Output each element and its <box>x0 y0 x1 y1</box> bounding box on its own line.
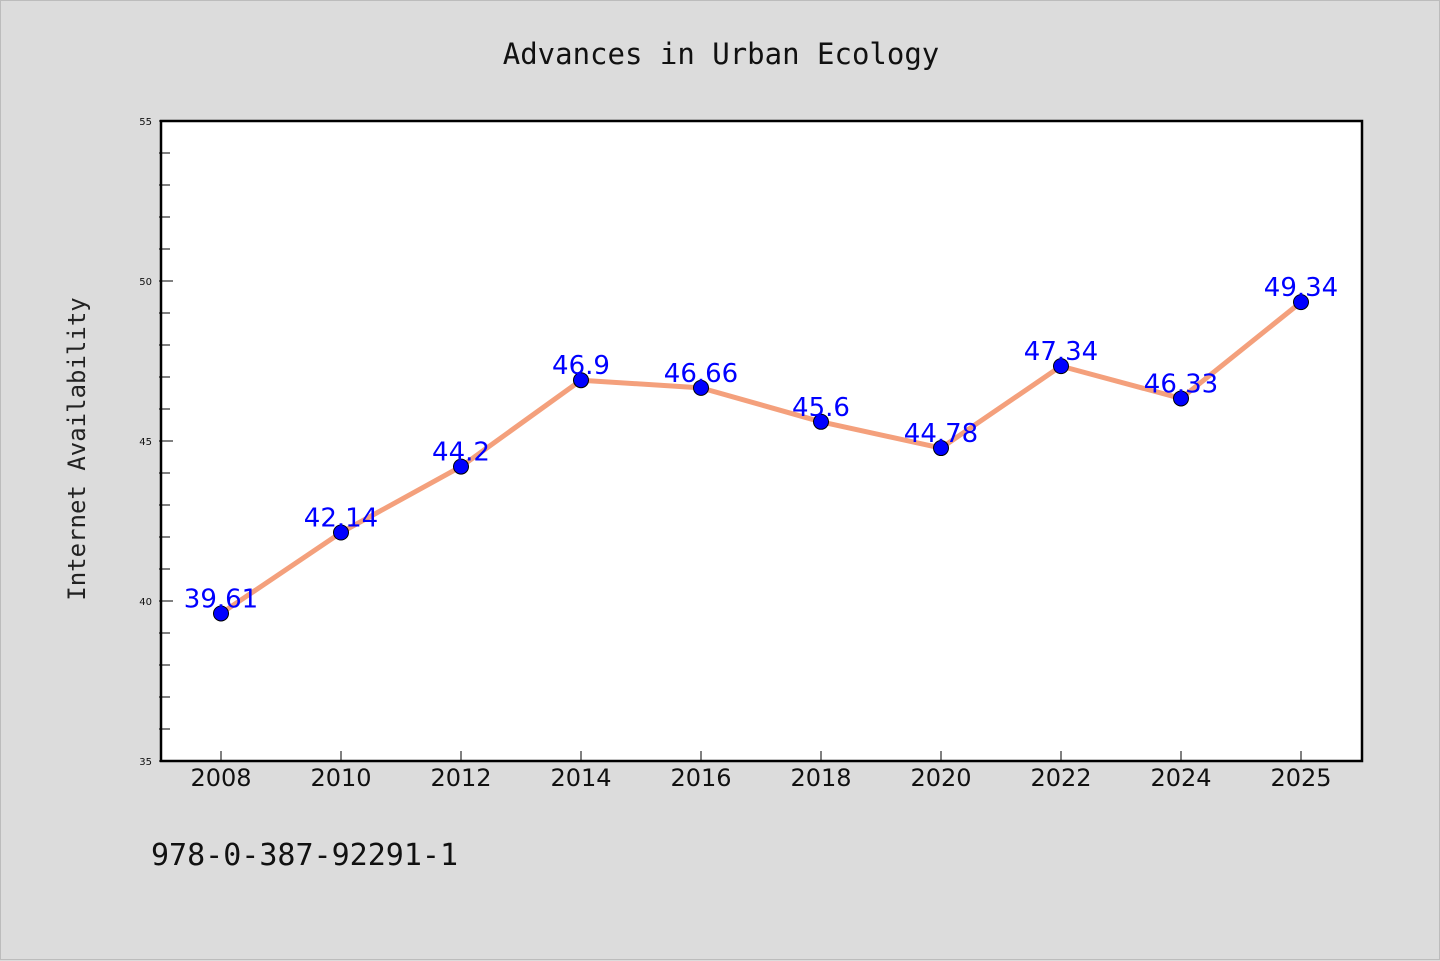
chart-title: Advances in Urban Ecology <box>503 37 940 71</box>
series-layer <box>213 294 1309 622</box>
data-label: 49.34 <box>1264 273 1338 303</box>
data-point <box>453 458 469 475</box>
data-label: 46.33 <box>1144 369 1218 399</box>
x-tick-label: 2008 <box>190 764 251 792</box>
x-tick-label: 2022 <box>1030 764 1091 792</box>
y-tick-label: 45 <box>139 437 152 448</box>
data-label: 44.78 <box>904 419 978 449</box>
data-point <box>1293 294 1309 311</box>
data-label: 47.34 <box>1024 337 1098 367</box>
data-point <box>573 372 589 389</box>
data-label: 44.2 <box>432 438 490 468</box>
data-point <box>933 440 949 457</box>
y-axis-label: Internet Availability <box>63 297 91 600</box>
data-point <box>333 524 349 541</box>
y-tick-label: 55 <box>139 117 152 128</box>
data-point <box>1053 358 1069 375</box>
x-tick-label: 2016 <box>670 764 731 792</box>
isbn-text: 978-0-387-92291-1 <box>151 838 458 873</box>
x-tick-label: 2024 <box>1150 764 1211 792</box>
data-point <box>1173 390 1189 407</box>
plot-area <box>161 121 1362 761</box>
series-line <box>218 299 1304 616</box>
data-label: 45.6 <box>792 393 850 423</box>
x-tick-label: 2014 <box>550 764 611 792</box>
x-tick-label: 2018 <box>790 764 851 792</box>
data-point <box>813 413 829 430</box>
y-tick-label: 40 <box>139 597 152 608</box>
data-labels-layer: 39.61 42.14 44.2 46.9 46.66 45.6 44.78 47.34 46.… <box>184 273 1338 614</box>
x-tick-label: 2010 <box>310 764 371 792</box>
data-point <box>213 605 229 622</box>
y-tick-label: 50 <box>139 277 152 288</box>
data-point <box>693 379 709 396</box>
data-label: 46.66 <box>664 359 738 389</box>
data-label: 46.9 <box>552 351 610 381</box>
data-label: 39.61 <box>184 584 258 614</box>
data-label: 42.14 <box>304 504 378 534</box>
plot-border <box>159 119 1364 763</box>
y-tick-label: 35 <box>139 757 152 768</box>
x-tick-label: 2012 <box>430 764 491 792</box>
x-tick-label: 2025 <box>1270 764 1331 792</box>
axis-ticks: 35 40 45 50 55 2008 2010 2012 2014 2016 2018 2020 20… <box>139 117 1331 792</box>
x-tick-label: 2020 <box>910 764 971 792</box>
